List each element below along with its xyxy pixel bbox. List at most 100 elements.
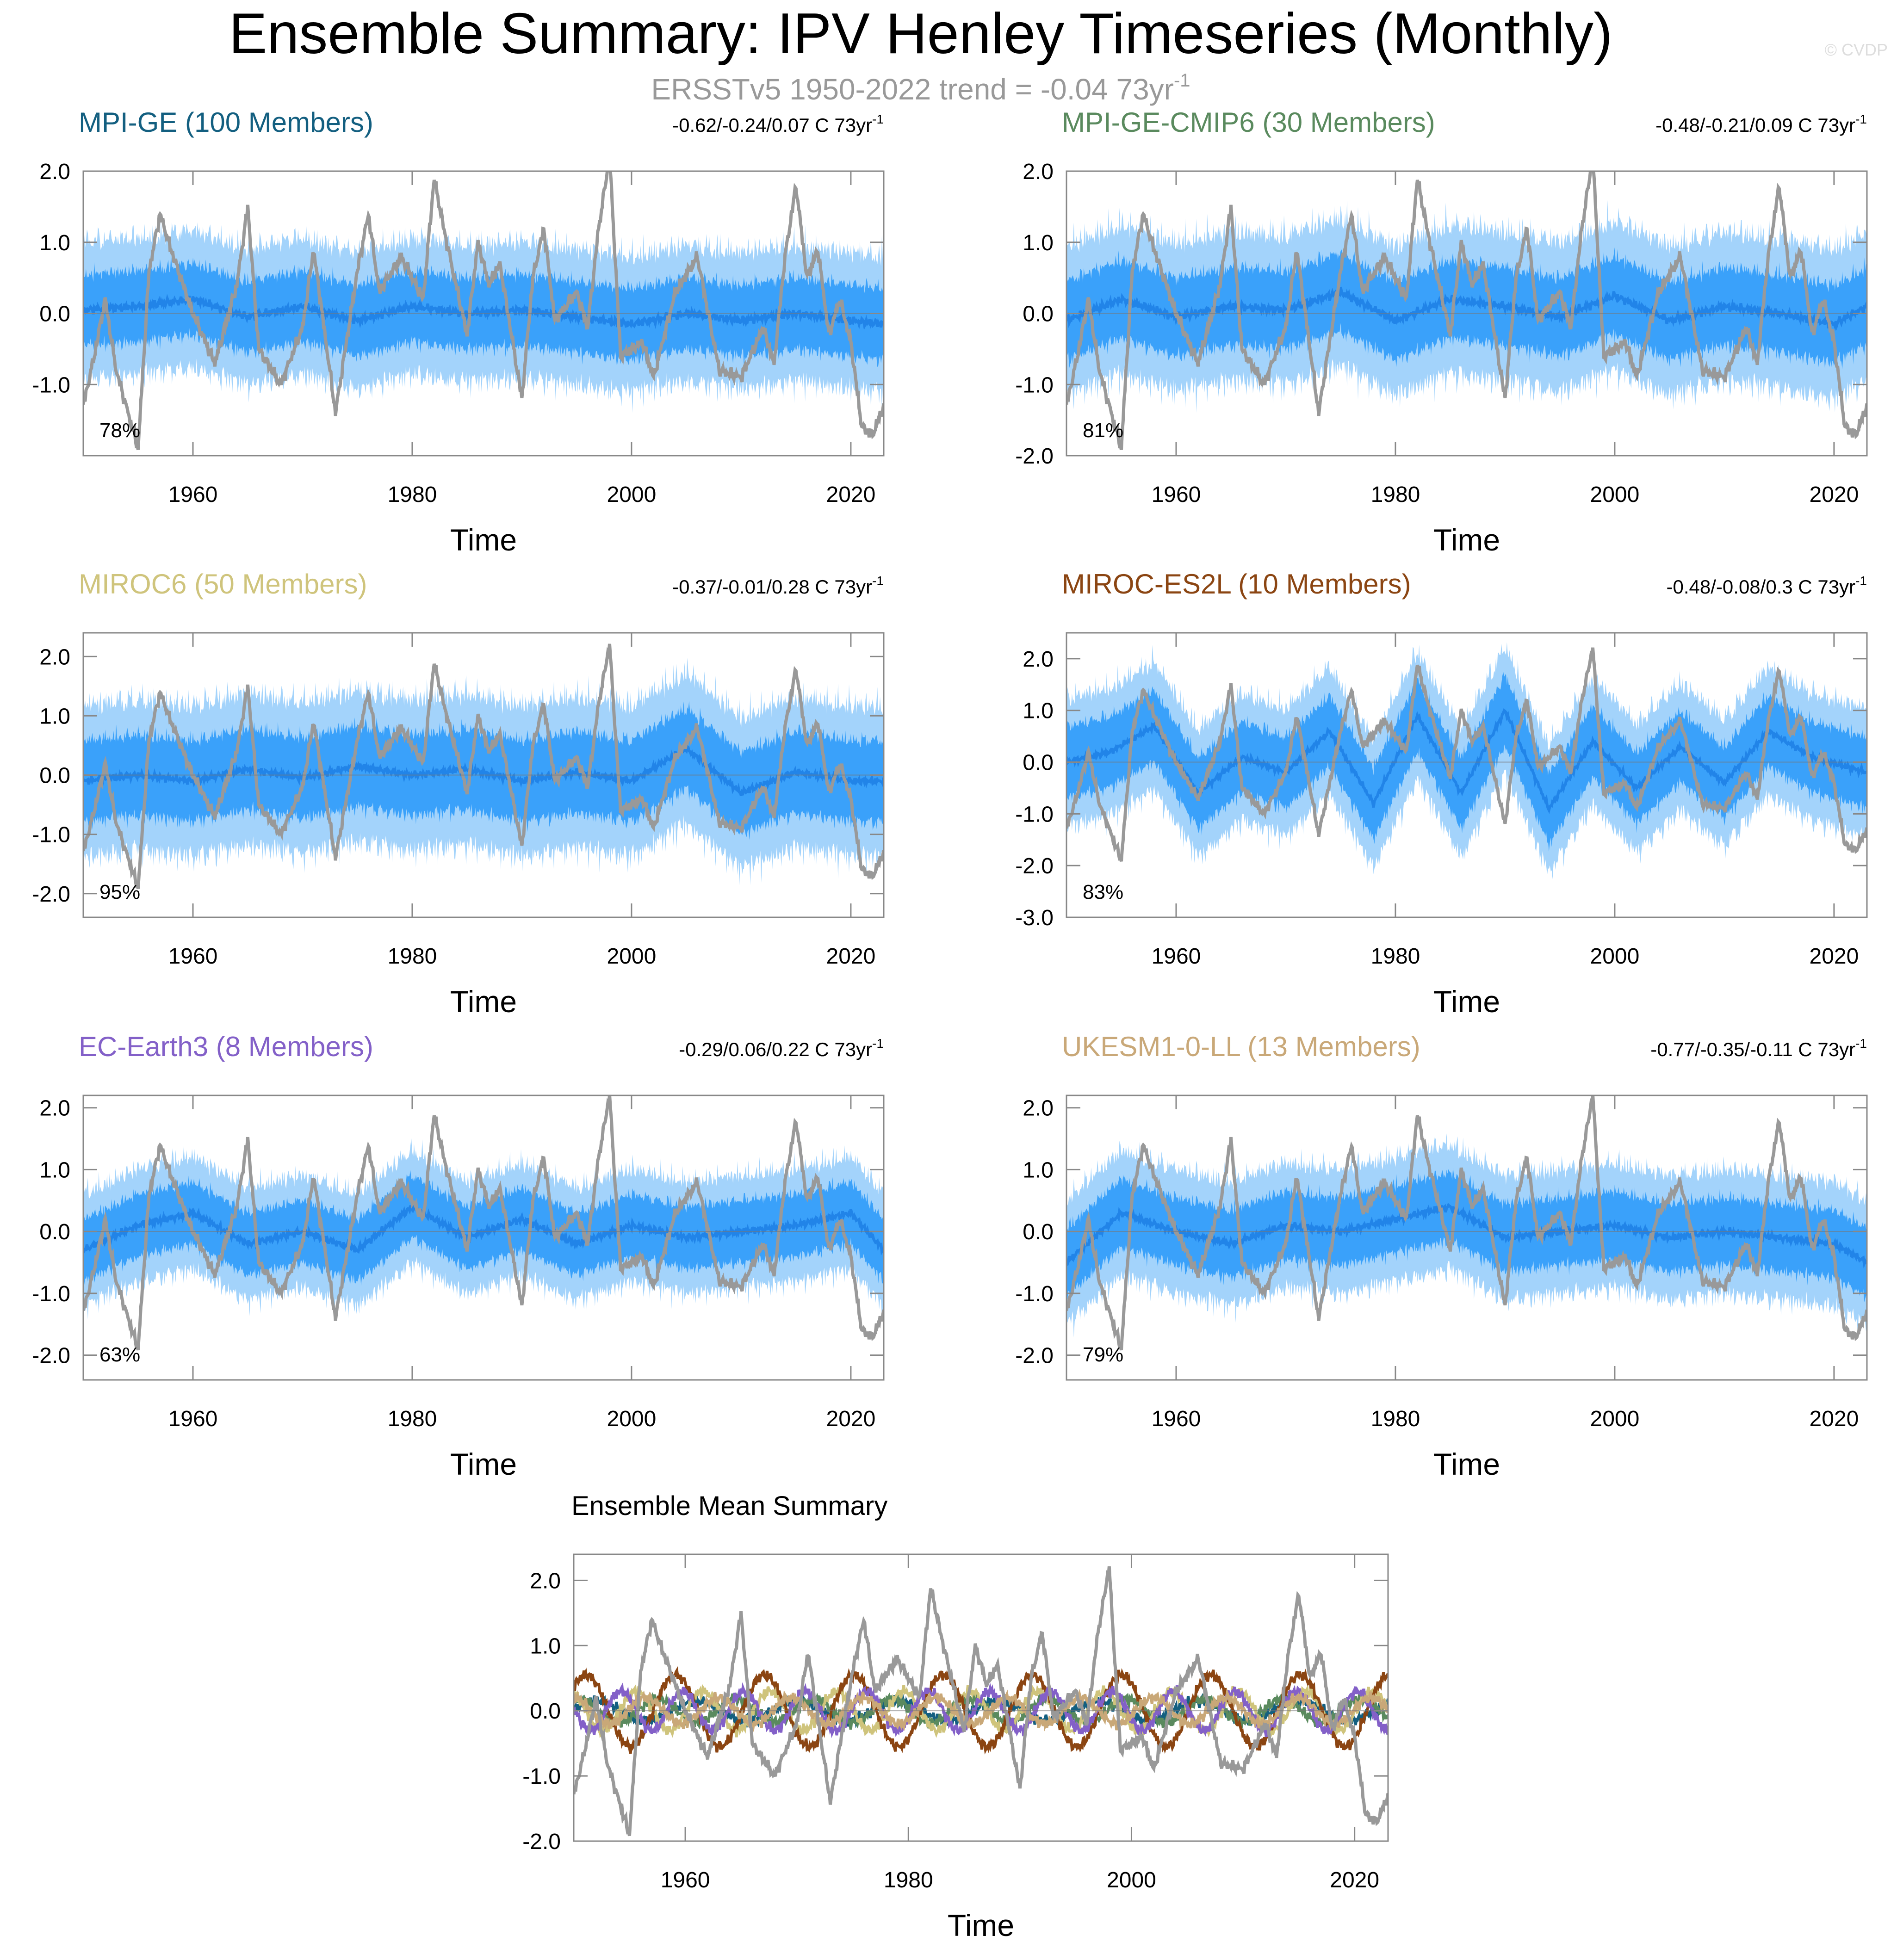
x-axis-label: Time: [948, 1908, 1014, 1942]
x-axis-label: Time: [1433, 523, 1500, 557]
trend-range-label: -0.37/-0.01/0.28 C 73yr-1: [672, 574, 884, 598]
y-tick-label: 0.0: [1023, 302, 1054, 327]
y-tick-label: -1.0: [32, 823, 70, 847]
y-tick-label: -1.0: [1015, 802, 1054, 827]
y-tick-label: 2.0: [1023, 647, 1054, 672]
y-tick-label: -1.0: [522, 1764, 561, 1789]
trend-range-label: -0.48/-0.08/0.3 C 73yr-1: [1667, 574, 1867, 598]
x-tick-label: 1980: [1371, 944, 1420, 969]
panel-title: MPI-GE-CMIP6 (30 Members): [1062, 107, 1435, 138]
x-tick-label: 1980: [388, 944, 437, 969]
x-tick-label: 2020: [1810, 482, 1859, 507]
y-tick-label: 0.0: [1023, 1220, 1054, 1244]
x-tick-label: 2000: [1590, 482, 1640, 507]
ensemble-mean-line: [83, 743, 884, 796]
panel-title: MIROC-ES2L (10 Members): [1062, 569, 1411, 600]
y-tick-label: 2.0: [39, 645, 70, 669]
observations-line: [1066, 647, 1867, 862]
percent-label: 78%: [99, 419, 140, 442]
plot-area: [1066, 171, 1867, 451]
y-tick-label: 1.0: [39, 704, 70, 729]
y-tick-label: 2.0: [1023, 160, 1054, 184]
x-tick-label: 2000: [607, 482, 657, 507]
plot-area: [1066, 1095, 1867, 1351]
y-tick-label: -1.0: [32, 1282, 70, 1306]
x-tick-label: 1980: [884, 1868, 933, 1892]
panel-3: 2.0 1.0 0.0 -1.0 -2.0 1960 1980 2000 2020 Time MIR…: [32, 569, 885, 1019]
y-tick-label: 1.0: [530, 1634, 561, 1658]
y-tick-label: -2.0: [1015, 444, 1054, 469]
x-tick-label: 2000: [1107, 1868, 1156, 1892]
panel-6: 2.0 1.0 0.0 -1.0 -2.0 1960 1980 2000 2020 Time UKE…: [1015, 1031, 1868, 1481]
x-tick-label: 2000: [1590, 1407, 1640, 1431]
y-tick-label: 1.0: [1023, 1158, 1054, 1182]
y-tick-label: 1.0: [1023, 231, 1054, 255]
y-tick-label: -1.0: [1015, 1282, 1054, 1306]
plot-frame: [1066, 1094, 1868, 1381]
x-axis-label: Time: [450, 984, 517, 1019]
x-tick-label: 2020: [1810, 1407, 1859, 1431]
model-mean-line-4: [574, 1666, 1388, 1755]
y-tick-label: -2.0: [1015, 854, 1054, 878]
y-tick-label: -1.0: [1015, 373, 1054, 397]
x-tick-label: 1960: [168, 482, 218, 507]
percent-label: 81%: [1083, 419, 1123, 442]
x-tick-label: 1960: [1152, 482, 1201, 507]
x-tick-label: 2000: [607, 944, 657, 969]
observations-line: [83, 171, 884, 451]
trend-range-label: -0.77/-0.35/-0.11 C 73yr-1: [1650, 1036, 1867, 1060]
x-axis-label: Time: [450, 523, 517, 557]
panel-4: 2.0 1.0 0.0 -1.0 -2.0 -3.0 1960 1980 2000 2020 Tim…: [1015, 569, 1868, 1019]
percent-label: 83%: [1083, 881, 1123, 903]
observations-line: [1066, 1095, 1867, 1351]
y-tick-label: 2.0: [530, 1569, 561, 1593]
x-tick-label: 1960: [661, 1868, 710, 1892]
plot-area: [83, 1095, 884, 1351]
observations-line: [83, 1095, 884, 1351]
panel-title: MIROC6 (50 Members): [79, 569, 367, 600]
percent-label: 79%: [1083, 1343, 1123, 1366]
x-axis-label: Time: [1433, 984, 1500, 1019]
trend-range-label: -0.62/-0.24/0.07 C 73yr-1: [672, 112, 884, 136]
x-axis-label: Time: [450, 1447, 517, 1481]
figure-title: Ensemble Summary: IPV Henley Timeseries …: [229, 2, 1613, 66]
observations-line: [83, 643, 884, 890]
x-tick-label: 1960: [168, 944, 218, 969]
y-tick-label: 2.0: [39, 160, 70, 184]
panel-title: MPI-GE (100 Members): [79, 107, 373, 138]
y-tick-label: 2.0: [39, 1096, 70, 1121]
x-tick-label: 1960: [1152, 944, 1201, 969]
panel-2: 2.0 1.0 0.0 -1.0 -2.0 1960 1980 2000 2020 Time MPI…: [1015, 107, 1868, 557]
y-tick-label: 0.0: [1023, 751, 1054, 775]
y-tick-label: 1.0: [39, 231, 70, 255]
panel-title: UKESM1-0-LL (13 Members): [1062, 1031, 1420, 1062]
y-tick-label: 0.0: [530, 1699, 561, 1724]
panels-group: 2.0 1.0 0.0 -1.0 1960 1980 2000 2020 Time MPI-GE …: [32, 107, 1868, 1942]
percent-label: 63%: [99, 1343, 140, 1366]
y-tick-label: 0.0: [39, 1220, 70, 1244]
observations-line: [1066, 171, 1867, 451]
x-tick-label: 2020: [826, 1407, 876, 1431]
y-tick-label: -2.0: [522, 1830, 561, 1854]
x-tick-label: 2020: [826, 482, 876, 507]
x-tick-label: 1980: [388, 482, 437, 507]
plot-area: [1066, 642, 1867, 879]
y-tick-label: 0.0: [39, 302, 70, 327]
panel-5: 2.0 1.0 0.0 -1.0 -2.0 1960 1980 2000 2020 Time EC-…: [32, 1031, 885, 1481]
y-tick-label: 2.0: [1023, 1096, 1054, 1121]
ensemble-mean-line: [1066, 286, 1867, 331]
spread-inner-band: [1066, 247, 1867, 370]
y-tick-label: -2.0: [32, 882, 70, 907]
x-tick-label: 1980: [388, 1407, 437, 1431]
y-tick-label: -3.0: [1015, 906, 1054, 930]
plot-area: [83, 643, 884, 890]
y-tick-label: -2.0: [1015, 1344, 1054, 1368]
panel-title: Ensemble Mean Summary: [571, 1491, 887, 1521]
figure-subtitle: ERSSTv5 1950-2022 trend = -0.04 73yr-1: [651, 70, 1190, 106]
x-tick-label: 2020: [1330, 1868, 1379, 1892]
y-tick-label: -2.0: [32, 1344, 70, 1368]
percent-label: 95%: [99, 881, 140, 903]
cvdp-watermark: © CVDP: [1824, 40, 1888, 59]
model-mean-line-6: [574, 1688, 1388, 1732]
